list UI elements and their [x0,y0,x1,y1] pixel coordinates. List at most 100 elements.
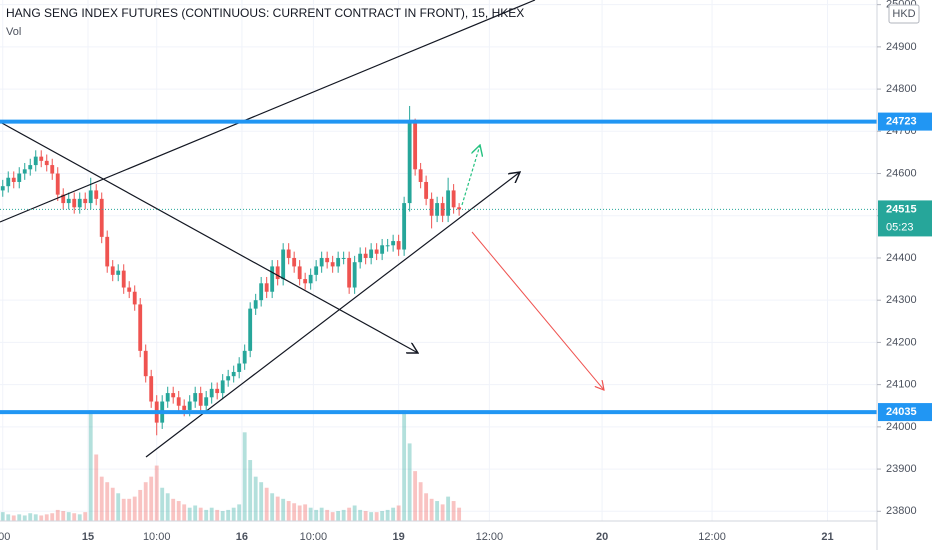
candle-body [50,165,55,174]
volume-bar [33,514,38,521]
candle-body [380,245,385,254]
volume-bar [369,512,374,521]
volume-bar [209,507,214,521]
volume-bar [171,498,176,521]
volume-bar [143,482,148,521]
volume-bar [292,503,297,521]
volume-bar [99,476,104,521]
candle-body [165,393,170,402]
candle-body [303,279,308,284]
candle-body [105,236,110,267]
x-tick-label: 21 [821,531,833,543]
volume-bar [160,487,165,521]
candle-body [336,257,341,267]
candle-body [424,181,429,199]
candle-body [391,241,396,246]
volume-bar [237,504,242,521]
volume-bar [138,489,143,521]
candle-body [182,405,187,410]
level-label-box [878,403,932,422]
volume-bar [193,505,198,521]
candle-body [451,190,456,208]
candle-body [66,198,71,204]
candle-body [99,198,104,237]
volume-bar [154,465,159,521]
candle-body [83,198,88,204]
volume-bar [275,496,280,521]
volume-bar [226,509,231,521]
candle-body [6,177,11,187]
candle-body [369,249,374,258]
candle-body [347,257,352,288]
volume-bar [402,410,407,521]
candle-body [308,274,313,284]
candle-body [325,257,330,263]
candle-body [374,249,379,254]
candle-body [143,350,148,377]
candle-body [171,393,176,398]
volume-bar [165,493,170,521]
x-tick-label: 20 [596,531,608,543]
trend-arrow [145,172,520,458]
candle-body [457,207,462,210]
candle-body [358,253,363,263]
candle-body [385,245,390,247]
level-label: 24035 [886,406,917,418]
volume-bar [418,482,423,521]
x-tick-label: 16 [236,531,248,543]
volume-bar [132,496,137,521]
down-arrow [471,231,604,390]
volume-bar [374,512,379,521]
candle-body [220,380,225,394]
volume-bar [330,512,335,521]
volume-bar [380,511,385,521]
volume-bar [363,511,368,521]
last-price-label: 24515 [886,203,917,215]
chart-title: HANG SENG INDEX FUTURES (CONTINUOUS: CUR… [6,6,524,20]
candle-body [418,169,423,182]
candle-body [270,266,275,292]
candle-body [292,257,297,267]
x-tick-label: 12:00 [698,531,726,543]
volume-bar [22,515,27,521]
candle-body [28,165,33,170]
volume-bar [61,511,66,521]
candle-body [413,122,418,170]
candle-body [215,388,220,394]
candle-body [176,397,181,406]
level-label-box [878,112,932,131]
candle-body [127,287,132,292]
volume-bar [314,509,319,521]
y-tick-label: 24800 [886,83,917,95]
candle-body [314,266,319,275]
candle-body [363,253,368,258]
currency: HKD [892,8,915,20]
candle-body [319,257,324,267]
volume-bar [451,501,456,521]
candle-body [407,122,412,204]
volume-bar [325,509,330,521]
volume-bar [391,507,396,521]
trend-line [0,0,536,223]
candle-body [77,198,82,208]
volume-bar [248,460,253,521]
x-tick-label: 10:00 [300,531,328,543]
volume-bar [0,512,5,521]
volume-bar [308,507,313,521]
volume-bar [204,509,209,521]
candle-body [193,393,198,402]
candle-body [264,283,269,292]
candle-body [242,350,247,364]
volume-label: Vol [6,26,21,38]
volume-bar [116,493,121,521]
x-tick-label: 15 [82,531,94,543]
volume-bar [127,498,132,521]
volume-bar [297,505,302,521]
volume-bar [220,511,225,521]
candle-body [286,249,291,258]
volume-bar [407,443,412,521]
candle-body [231,371,236,377]
up-arrow [461,145,480,206]
volume-bar [435,501,440,521]
